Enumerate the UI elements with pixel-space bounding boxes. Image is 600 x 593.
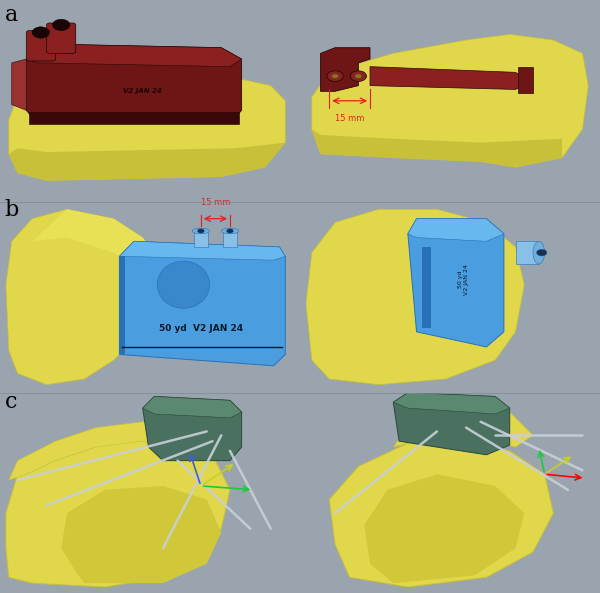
Ellipse shape <box>157 261 209 308</box>
Polygon shape <box>329 439 553 587</box>
FancyBboxPatch shape <box>26 31 55 61</box>
Circle shape <box>197 229 205 233</box>
Polygon shape <box>394 393 510 414</box>
Polygon shape <box>29 112 239 123</box>
Text: c: c <box>5 391 17 413</box>
Text: 15 mm: 15 mm <box>335 114 364 123</box>
Polygon shape <box>408 219 504 241</box>
Polygon shape <box>320 47 370 91</box>
Polygon shape <box>6 428 230 587</box>
Polygon shape <box>9 142 285 180</box>
Polygon shape <box>370 66 524 90</box>
Polygon shape <box>61 486 221 583</box>
Polygon shape <box>312 129 562 167</box>
Polygon shape <box>12 59 26 110</box>
Text: 15 mm: 15 mm <box>201 199 230 208</box>
Bar <box>194 232 208 247</box>
Text: V2 JAN 24: V2 JAN 24 <box>123 88 162 94</box>
Polygon shape <box>9 78 285 180</box>
Polygon shape <box>119 241 285 260</box>
Polygon shape <box>306 209 524 385</box>
Circle shape <box>327 71 343 81</box>
Text: a: a <box>5 4 18 26</box>
Polygon shape <box>26 44 242 123</box>
Polygon shape <box>422 247 431 328</box>
Polygon shape <box>518 66 533 93</box>
Circle shape <box>32 27 50 38</box>
Text: 50 yd  V2 JAN 24: 50 yd V2 JAN 24 <box>159 324 243 333</box>
Text: 50 yd
V2 JAN 24: 50 yd V2 JAN 24 <box>458 263 469 295</box>
Bar <box>515 241 539 264</box>
Text: b: b <box>5 199 19 221</box>
Polygon shape <box>9 422 201 480</box>
Polygon shape <box>408 219 504 347</box>
Polygon shape <box>143 397 242 461</box>
Polygon shape <box>119 241 285 366</box>
Polygon shape <box>119 256 125 355</box>
Polygon shape <box>394 393 510 455</box>
Circle shape <box>536 249 547 256</box>
Polygon shape <box>312 34 588 167</box>
Polygon shape <box>6 209 163 385</box>
Circle shape <box>332 74 338 78</box>
Polygon shape <box>32 209 163 272</box>
Ellipse shape <box>221 228 239 234</box>
Ellipse shape <box>192 228 209 234</box>
Circle shape <box>52 19 70 31</box>
Circle shape <box>226 229 233 233</box>
Circle shape <box>350 71 367 81</box>
Ellipse shape <box>533 241 545 264</box>
Bar <box>223 232 237 247</box>
Polygon shape <box>394 402 533 447</box>
Polygon shape <box>143 397 242 418</box>
FancyBboxPatch shape <box>47 23 76 53</box>
Circle shape <box>355 74 362 78</box>
Polygon shape <box>26 44 242 66</box>
Polygon shape <box>364 474 524 583</box>
